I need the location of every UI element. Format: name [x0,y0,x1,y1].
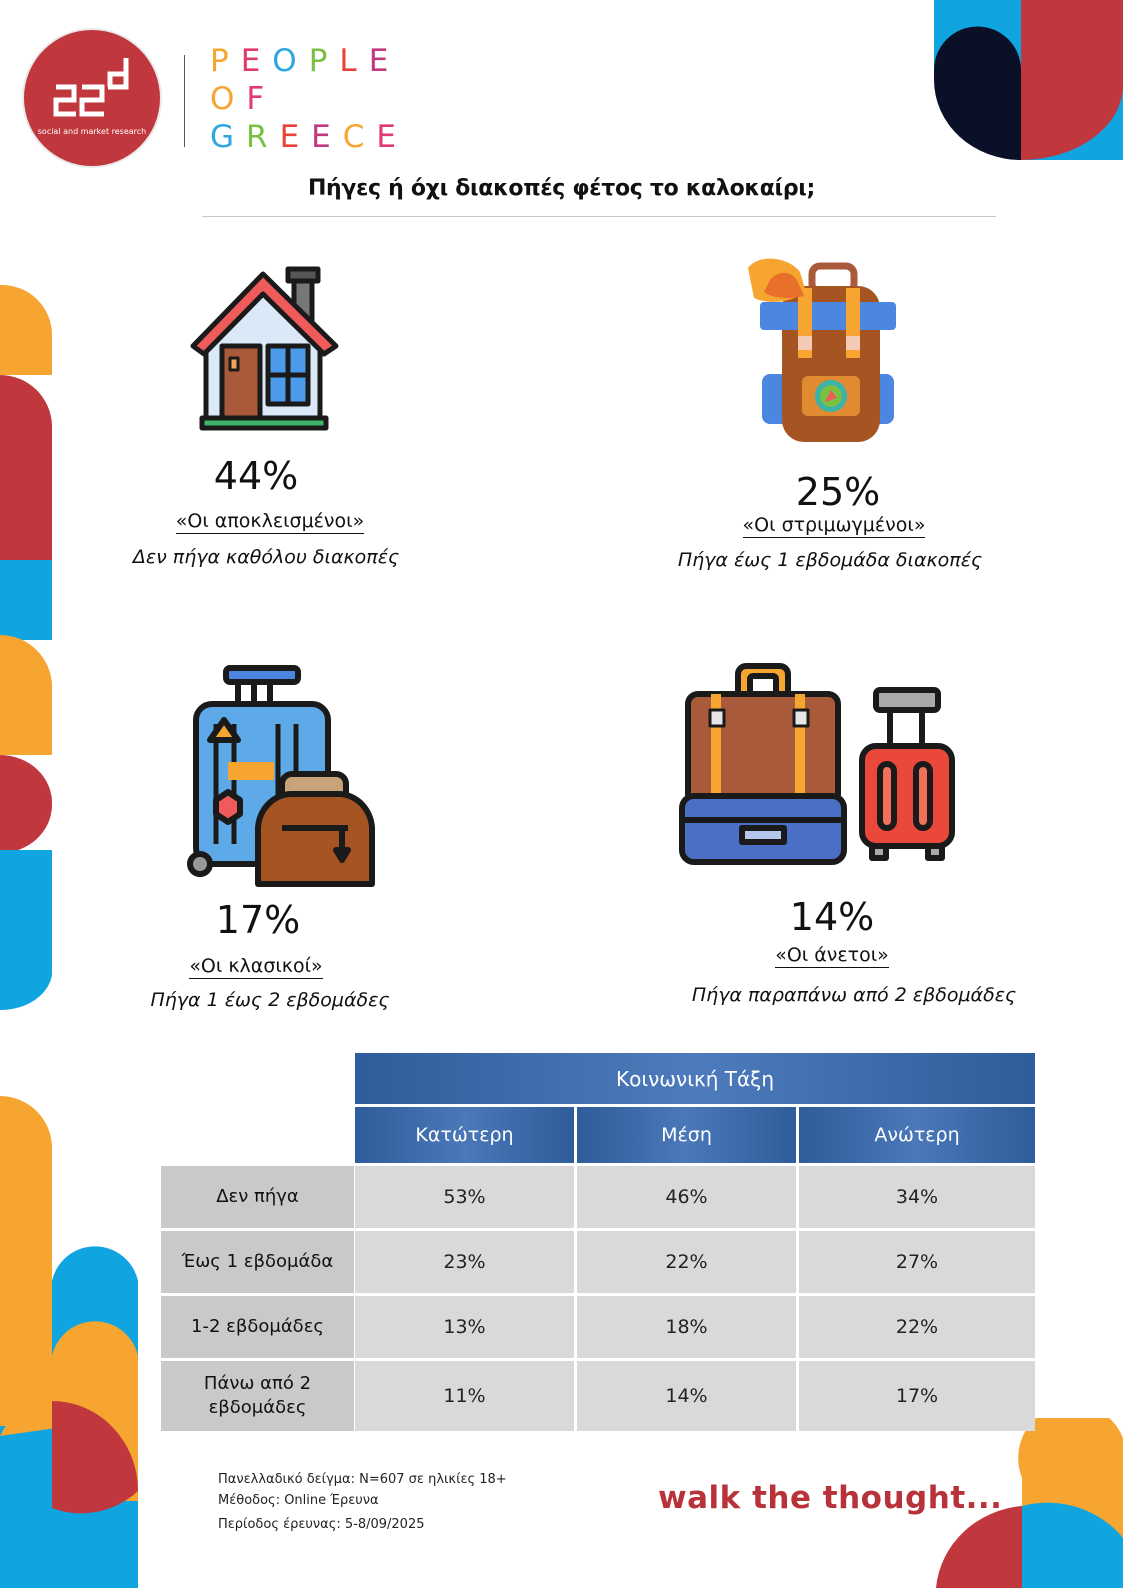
footer-method: Μέθοδος: Online Έρευνα [218,1493,379,1508]
footer-sample: Πανελλαδικό δείγμα: Ν=607 σε ηλικίες 18+ [218,1472,507,1487]
table-cell: 18% [577,1296,796,1358]
slogan: walk the thought... [658,1480,1003,1516]
luggage-icon [187,665,376,887]
category-name: «Οι κλασικοί» [189,955,323,979]
logo-tagline: social and market research [37,127,147,136]
row-label: Πάνω από 2 εβδομάδες [161,1361,354,1431]
company-logo: social and market research [24,30,160,166]
table-cell: 14% [577,1361,796,1431]
category-percent: 17% [215,898,301,942]
category-percent: 14% [789,895,875,939]
column-header-middle: Μέση [577,1107,796,1163]
bottom-left-decoration [0,1096,139,1588]
footer-period: Περίοδος έρευνας: 5-8/09/2025 [218,1517,425,1532]
column-header-lower: Κατώτερη [355,1107,574,1163]
backpack-icon [748,258,896,442]
page-title: Πήγες ή όχι διακοπές φέτος το καλοκαίρι; [307,176,816,201]
category-description: Πήγα έως 1 εβδομάδα διακοπές [677,549,983,571]
table-cell: 23% [355,1231,574,1293]
suitcases-icon [679,663,955,865]
bottom-right-decoration [936,1418,1123,1588]
table-cell: 17% [799,1361,1035,1431]
brand-line: PEOPLE [210,43,401,79]
category-description: Πήγα 1 έως 2 εβδομάδες [150,989,390,1011]
social-class-header: Κοινωνική Τάξη [355,1053,1035,1104]
table-cell: 11% [355,1361,574,1431]
category-percent: 25% [795,470,881,514]
left-edge-decoration [0,285,52,1011]
category-percent: 44% [213,454,299,498]
brand-wordmark: PEOPLE OF GREECE [210,42,408,156]
category-description: Δεν πήγα καθόλου διακοπές [132,546,400,568]
sed-logo-mark-icon [53,58,129,117]
table-cell: 46% [577,1166,796,1228]
row-label: Δεν πήγα [161,1166,354,1228]
category-name: «Οι στριμωγμένοι» [742,514,926,538]
brand-line: OF [210,81,277,117]
category-name: «Οι αποκλεισμένοι» [175,510,365,534]
category-name: «Οι άνετοι» [775,944,889,968]
header-divider [184,55,185,147]
category-description: Πήγα παραπάνω από 2 εβδομάδες [691,984,1017,1006]
house-icon [190,266,339,431]
table-cell: 34% [799,1166,1035,1228]
top-right-decoration [934,0,1123,160]
table-cell: 13% [355,1296,574,1358]
row-label: 1-2 εβδομάδες [161,1296,354,1358]
title-underline [202,216,996,217]
brand-line: GREECE [210,119,409,155]
table-cell: 22% [577,1231,796,1293]
table-cell: 53% [355,1166,574,1228]
row-label: Έως 1 εβδομάδα [161,1231,354,1293]
table-cell: 27% [799,1231,1035,1293]
table-cell: 22% [799,1296,1035,1358]
column-header-upper: Ανώτερη [799,1107,1035,1163]
